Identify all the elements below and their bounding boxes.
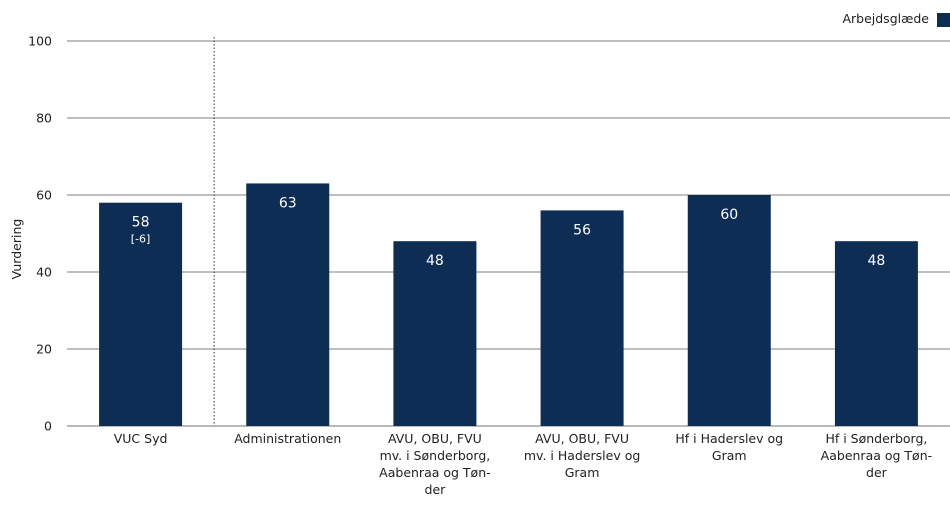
gridlines xyxy=(67,37,950,427)
x-category-label: AVU, OBU, FVU xyxy=(535,431,629,446)
y-tick-label: 0 xyxy=(44,419,52,434)
data-label: 56 xyxy=(573,222,591,238)
x-category-label: Gram xyxy=(565,465,600,480)
x-category-label: VUC Syd xyxy=(114,431,168,446)
x-category-label: der xyxy=(425,482,447,497)
data-label: 48 xyxy=(426,253,444,269)
x-category-label: Aabenraa og Tøn- xyxy=(379,465,490,480)
legend-swatch xyxy=(937,13,950,27)
y-tick-label: 60 xyxy=(36,188,52,203)
x-category-label: mv. i Haderslev og xyxy=(524,448,640,463)
y-axis-label: Vurdering xyxy=(9,219,24,280)
y-tick-label: 20 xyxy=(36,342,52,357)
data-labels: 58 [-6] 63 48 56 60 48 xyxy=(131,195,886,269)
bar xyxy=(834,241,918,426)
y-tick-label: 80 xyxy=(36,111,52,126)
bar xyxy=(687,195,771,426)
bar xyxy=(540,210,624,426)
data-label: 58 xyxy=(132,215,150,231)
bar xyxy=(99,202,183,426)
x-category-label: mv. i Sønderborg, xyxy=(380,448,491,463)
x-category-label: Aabenraa og Tøn- xyxy=(821,448,932,463)
x-category-label: Gram xyxy=(712,448,747,463)
legend: Arbejdsglæde xyxy=(842,11,950,27)
legend-label: Arbejdsglæde xyxy=(842,11,929,26)
y-tick-label: 100 xyxy=(28,34,52,49)
data-label: 48 xyxy=(868,253,886,269)
x-category-label: Hf i Haderslev og xyxy=(675,431,783,446)
x-axis-categories: VUC Syd Administrationen AVU, OBU, FVU mv. … xyxy=(114,431,932,497)
x-category-label: Hf i Sønderborg, xyxy=(825,431,927,446)
x-category-label: der xyxy=(866,465,888,480)
data-label: 63 xyxy=(279,195,297,211)
x-category-label: Administrationen xyxy=(234,431,341,446)
bar xyxy=(393,241,477,426)
bars xyxy=(99,183,918,426)
data-label: 60 xyxy=(720,207,738,223)
bar xyxy=(246,183,330,426)
x-category-label: AVU, OBU, FVU xyxy=(388,431,482,446)
data-sublabel: [-6] xyxy=(131,233,151,246)
y-axis-ticks: 0 20 40 60 80 100 xyxy=(28,34,52,434)
y-tick-label: 40 xyxy=(36,265,52,280)
